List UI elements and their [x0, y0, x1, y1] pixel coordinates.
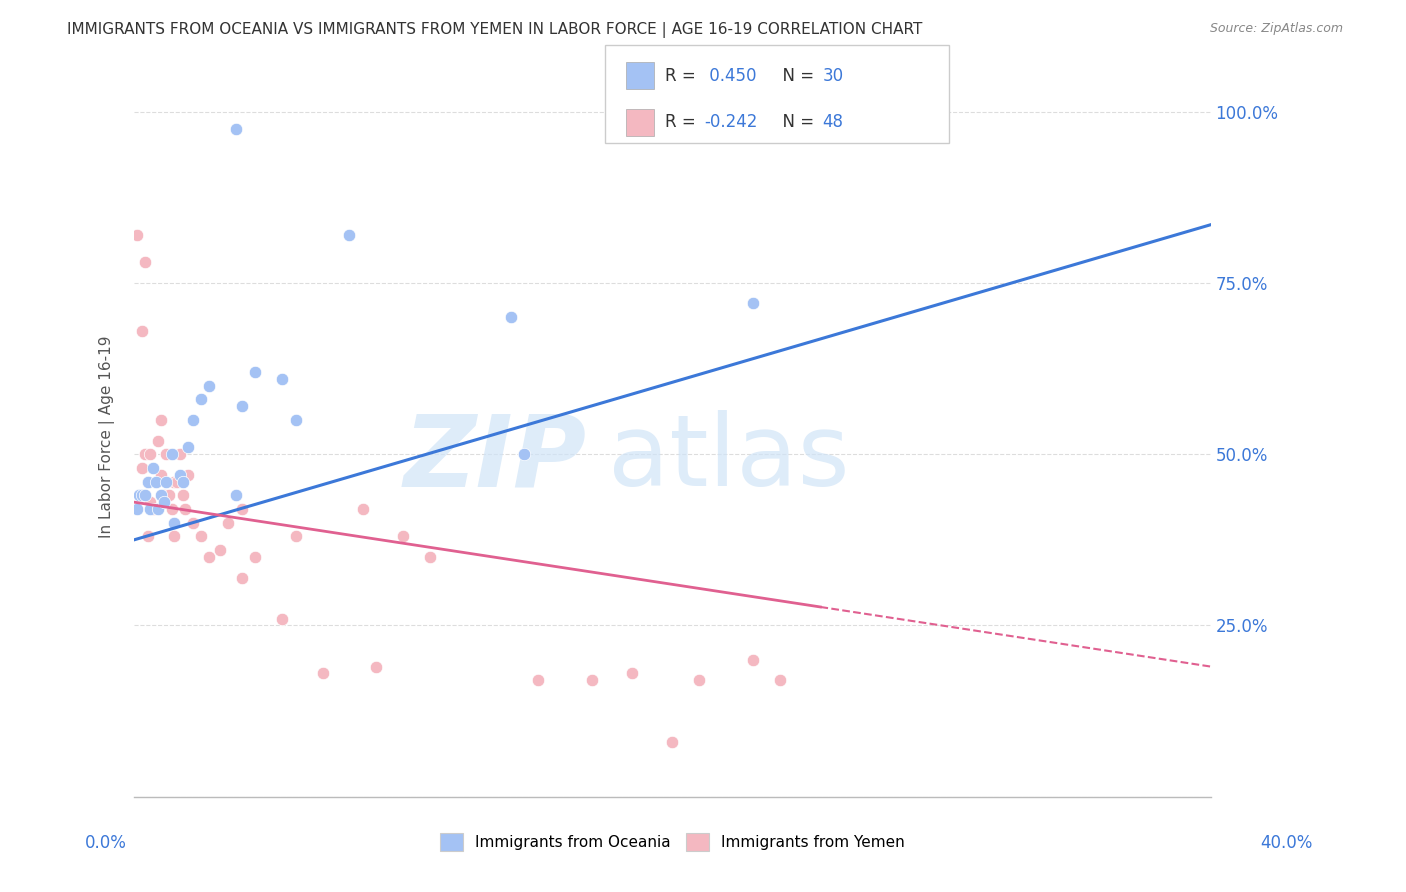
Point	[352, 502, 374, 516]
Point	[198, 549, 221, 564]
Point	[169, 447, 191, 461]
Point	[152, 488, 174, 502]
Point	[177, 467, 200, 482]
Text: atlas: atlas	[607, 410, 849, 508]
Text: N =: N =	[772, 67, 820, 85]
Point	[231, 570, 253, 584]
Point	[513, 447, 536, 461]
Point	[155, 447, 177, 461]
Point	[419, 549, 441, 564]
Point	[128, 488, 150, 502]
Point	[125, 502, 148, 516]
Point	[217, 516, 239, 530]
Point	[245, 549, 267, 564]
Point	[139, 495, 162, 509]
Point	[225, 488, 247, 502]
Point	[174, 502, 197, 516]
Point	[145, 475, 167, 489]
Point	[150, 413, 173, 427]
Text: 48: 48	[823, 113, 844, 131]
Point	[148, 434, 170, 448]
Point	[742, 296, 765, 310]
Text: 40.0%: 40.0%	[1260, 834, 1313, 852]
Point	[742, 653, 765, 667]
Point	[136, 529, 159, 543]
Point	[311, 666, 333, 681]
Point	[172, 488, 194, 502]
Text: -0.242: -0.242	[704, 113, 758, 131]
Point	[181, 516, 204, 530]
Point	[198, 378, 221, 392]
Point	[661, 735, 683, 749]
Point	[150, 488, 173, 502]
Point	[190, 392, 212, 407]
Point	[245, 365, 267, 379]
Point	[499, 310, 522, 325]
Y-axis label: In Labor Force | Age 16-19: In Labor Force | Age 16-19	[100, 335, 115, 539]
Text: N =: N =	[772, 113, 820, 131]
Point	[131, 461, 153, 475]
Point	[339, 227, 361, 242]
Legend: Immigrants from Oceania, Immigrants from Yemen: Immigrants from Oceania, Immigrants from…	[434, 827, 911, 857]
Point	[145, 475, 167, 489]
Point	[160, 447, 183, 461]
Point	[209, 543, 232, 558]
Point	[392, 529, 415, 543]
Point	[284, 413, 307, 427]
Point	[177, 441, 200, 455]
Point	[136, 475, 159, 489]
Point	[139, 502, 162, 516]
Point	[128, 488, 150, 502]
Point	[155, 475, 177, 489]
Text: 30: 30	[823, 67, 844, 85]
Point	[769, 673, 792, 688]
Point	[134, 255, 156, 269]
Point	[163, 475, 186, 489]
Point	[271, 372, 294, 386]
Text: 0.450: 0.450	[704, 67, 756, 85]
Point	[166, 475, 188, 489]
Text: R =: R =	[665, 67, 702, 85]
Point	[163, 529, 186, 543]
Point	[190, 529, 212, 543]
Point	[157, 488, 180, 502]
Point	[231, 502, 253, 516]
Point	[134, 488, 156, 502]
Point	[581, 673, 603, 688]
Point	[527, 673, 550, 688]
Point	[621, 666, 644, 681]
Point	[142, 461, 165, 475]
Point	[125, 227, 148, 242]
Point	[131, 324, 153, 338]
Text: R =: R =	[665, 113, 702, 131]
Point	[231, 399, 253, 413]
Point	[142, 502, 165, 516]
Text: 0.0%: 0.0%	[84, 834, 127, 852]
Point	[148, 502, 170, 516]
Point	[152, 495, 174, 509]
Text: IMMIGRANTS FROM OCEANIA VS IMMIGRANTS FROM YEMEN IN LABOR FORCE | AGE 16-19 CORR: IMMIGRANTS FROM OCEANIA VS IMMIGRANTS FR…	[67, 22, 922, 38]
Point	[688, 673, 710, 688]
Point	[134, 447, 156, 461]
Point	[172, 475, 194, 489]
Point	[366, 659, 388, 673]
Point	[169, 467, 191, 482]
Text: ZIP: ZIP	[404, 410, 586, 508]
Text: Source: ZipAtlas.com: Source: ZipAtlas.com	[1209, 22, 1343, 36]
Point	[271, 612, 294, 626]
Point	[131, 488, 153, 502]
Point	[150, 467, 173, 482]
Point	[160, 502, 183, 516]
Point	[163, 516, 186, 530]
Point	[136, 475, 159, 489]
Point	[284, 529, 307, 543]
Point	[139, 447, 162, 461]
Point	[181, 413, 204, 427]
Point	[225, 121, 247, 136]
